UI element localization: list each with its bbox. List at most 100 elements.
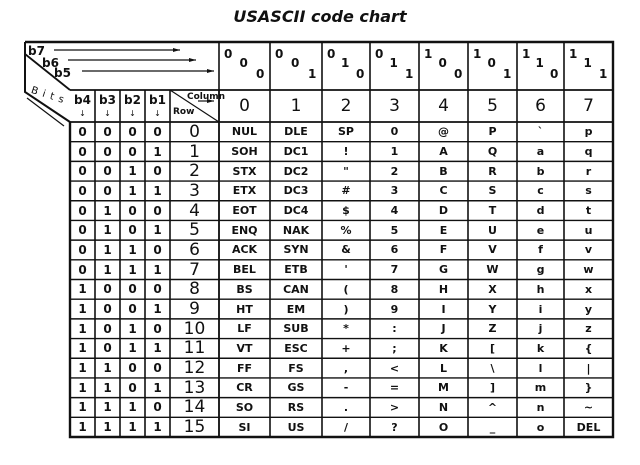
column-bit-b5: 0	[256, 67, 265, 81]
code-cell: 6	[390, 243, 399, 257]
row-bit: 0	[153, 203, 162, 218]
column-bit-b7: 0	[375, 47, 384, 61]
row-bit: 1	[78, 380, 87, 395]
bits-shadow-line	[26, 97, 65, 127]
code-cell: {	[584, 341, 593, 355]
row-bit: 0	[78, 183, 87, 198]
row-bit: 0	[128, 361, 137, 376]
code-cell: CAN	[283, 282, 309, 296]
code-cell: CR	[236, 381, 253, 395]
row-bit: 1	[128, 262, 137, 277]
row-bit: 0	[78, 164, 87, 179]
code-cell: ENQ	[231, 223, 258, 237]
code-cell: 0	[390, 125, 399, 139]
code-cell: P	[488, 125, 497, 139]
code-cell: FF	[236, 361, 253, 375]
code-cell: L	[439, 361, 447, 375]
column-bit-b5: 1	[308, 67, 317, 81]
row-bit: 1	[153, 183, 162, 198]
row-bit: 0	[128, 124, 137, 139]
code-cell: }	[584, 381, 593, 395]
column-bit-b7: 1	[569, 47, 578, 61]
row-bit: 1	[103, 420, 112, 435]
code-cell: ]	[489, 381, 496, 395]
code-cell: SP	[338, 125, 354, 139]
code-cell: EOT	[232, 204, 257, 218]
column-bit-b7: 1	[424, 47, 433, 61]
code-cell: V	[488, 243, 497, 257]
code-cell: HT	[236, 302, 253, 316]
row-number: 1	[189, 141, 200, 162]
code-cell: U	[488, 223, 497, 237]
code-cell: ;	[392, 341, 397, 355]
row-bit: 1	[103, 400, 112, 415]
code-cell: W	[486, 263, 499, 277]
row-bit: 0	[103, 183, 112, 198]
code-cell: c	[537, 184, 544, 198]
column-bit-b7: 1	[473, 47, 482, 61]
code-cell: (	[343, 282, 349, 296]
column-bit-b6: 0	[487, 56, 496, 70]
column-row-diagonal	[169, 89, 220, 123]
code-cell: SO	[235, 400, 254, 414]
code-cell: x	[584, 282, 593, 296]
column-number: 6	[535, 96, 546, 116]
code-cell: EM	[286, 302, 306, 316]
code-cell: NAK	[282, 223, 310, 237]
code-cell: STX	[232, 164, 257, 178]
b7-arrow-head	[173, 48, 180, 52]
code-cell: T	[488, 204, 497, 218]
code-cell: BS	[236, 282, 253, 296]
table-outline	[25, 40, 615, 439]
row-number: 4	[189, 200, 200, 221]
column-bit-b6: 0	[291, 56, 300, 70]
code-cell: DEL	[576, 420, 601, 434]
code-cell: ACK	[231, 243, 258, 257]
code-cell: w	[583, 263, 594, 277]
row-bit: 1	[103, 380, 112, 395]
column-number: 1	[290, 96, 302, 116]
column-bit-b5: 1	[405, 67, 414, 81]
code-cell: C	[439, 184, 448, 198]
code-cell: :	[392, 322, 397, 336]
code-cell: b	[536, 164, 545, 178]
row-bit: 0	[128, 223, 137, 238]
row-bit: 0	[128, 380, 137, 395]
row-bit: 1	[153, 262, 162, 277]
code-cell: %	[340, 223, 352, 237]
code-cell: DC4	[283, 204, 309, 218]
row-bit: 0	[153, 400, 162, 415]
row-bit: 1	[153, 302, 162, 317]
code-cell: GS	[287, 381, 305, 395]
column-bit-b6: 1	[535, 56, 544, 70]
column-bit-b7: 0	[327, 47, 336, 61]
code-cell: j	[538, 322, 543, 336]
row-bit: 0	[78, 242, 87, 257]
code-cell: d	[536, 204, 545, 218]
row-bit: 0	[78, 223, 87, 238]
row-bit: 0	[78, 203, 87, 218]
row-bit: 0	[128, 144, 137, 159]
code-cell: y	[584, 302, 593, 316]
code-cell: DC3	[283, 184, 309, 198]
code-cell: M	[438, 381, 449, 395]
row-label: Row	[173, 107, 195, 117]
code-cell: DLE	[284, 125, 308, 139]
row-bit: 1	[78, 400, 87, 415]
b5-label: b5	[54, 66, 71, 80]
row-bit: 1	[128, 321, 137, 336]
code-cell: h	[536, 282, 545, 296]
code-cell: Y	[488, 302, 497, 316]
row-bit: 1	[128, 164, 137, 179]
code-cell: =	[389, 381, 400, 395]
column-number: 3	[389, 96, 400, 116]
row-bit: 1	[78, 420, 87, 435]
column-bit-b6: 0	[239, 56, 248, 70]
code-cell: z	[585, 322, 592, 336]
row-bit: 1	[128, 183, 137, 198]
chart-title: USASCII code chart	[233, 7, 407, 26]
b-diagonal	[24, 53, 71, 91]
row-bit: 0	[103, 164, 112, 179]
column-arrow-head	[207, 99, 214, 103]
column-bit-b5: 0	[356, 67, 365, 81]
